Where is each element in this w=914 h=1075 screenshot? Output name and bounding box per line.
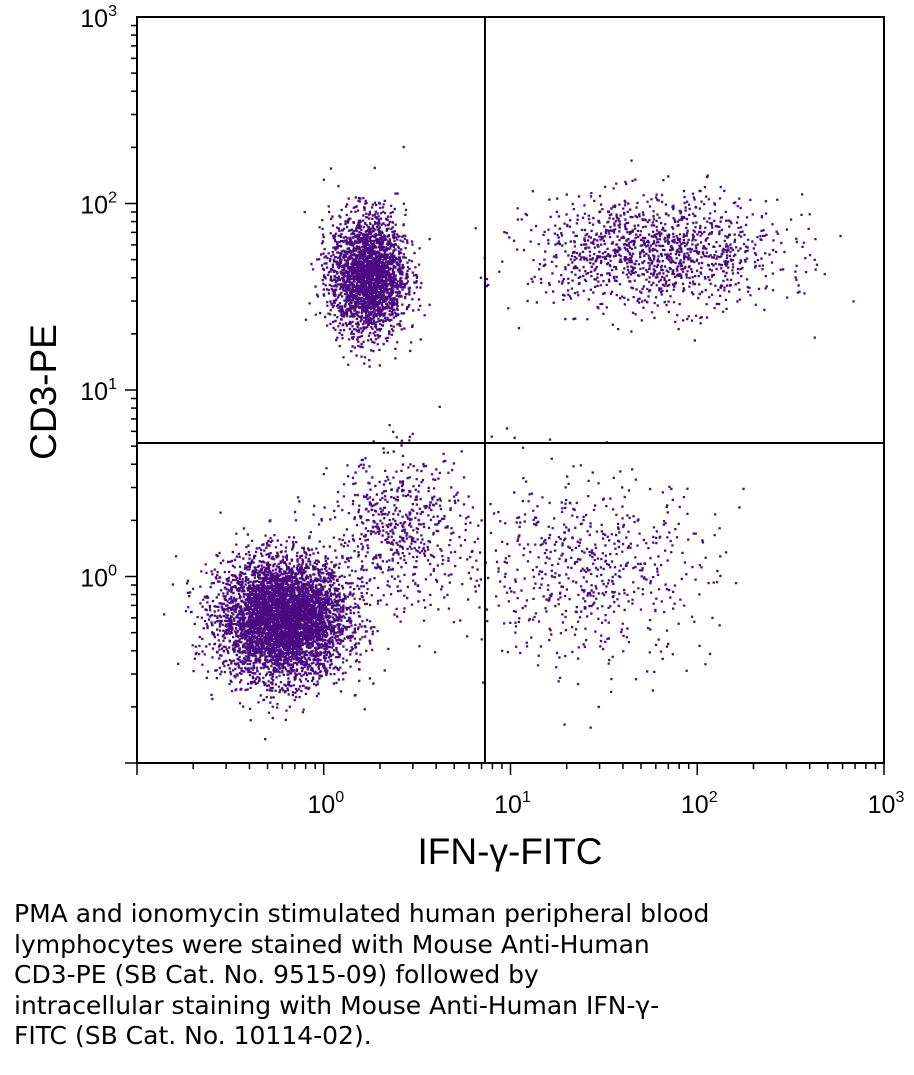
y-tick-label: 100: [80, 563, 117, 593]
x-tick-label: 102: [681, 789, 718, 819]
plot-axes: [125, 16, 885, 775]
y-tick-label: 101: [80, 376, 117, 406]
x-axis-label: IFN-γ-FITC: [418, 831, 603, 872]
x-tick-label: 101: [494, 789, 531, 819]
y-axis-label: CD3-PE: [23, 324, 64, 460]
y-tick-label: 103: [80, 3, 117, 33]
caption-line: lymphocytes were stained with Mouse Anti…: [14, 929, 650, 959]
flow-cytometry-dot-plot: 100 101 102 103 100 101 102 103 IFN-γ-FITC CD3-…: [23, 3, 904, 872]
tick-labels: 100 101 102 103 100 101 102 103: [80, 3, 904, 819]
y-tick-label: 102: [80, 190, 117, 220]
quadrant-gate: [137, 17, 884, 763]
caption-line: PMA and ionomycin stimulated human perip…: [14, 899, 710, 928]
x-tick-label: 103: [868, 789, 905, 819]
event-dots: [163, 145, 855, 741]
caption-line: CD3-PE (SB Cat. No. 9515-09) followed by: [14, 960, 539, 989]
caption-line: intracellular staining with Mouse Anti-H…: [14, 990, 660, 1020]
scatter-points: [163, 145, 855, 741]
x-tick-label: 100: [307, 789, 344, 819]
figure-caption: PMA and ionomycin stimulated human perip…: [14, 899, 894, 1052]
caption-line: FITC (SB Cat. No. 10114-02).: [14, 1021, 372, 1050]
